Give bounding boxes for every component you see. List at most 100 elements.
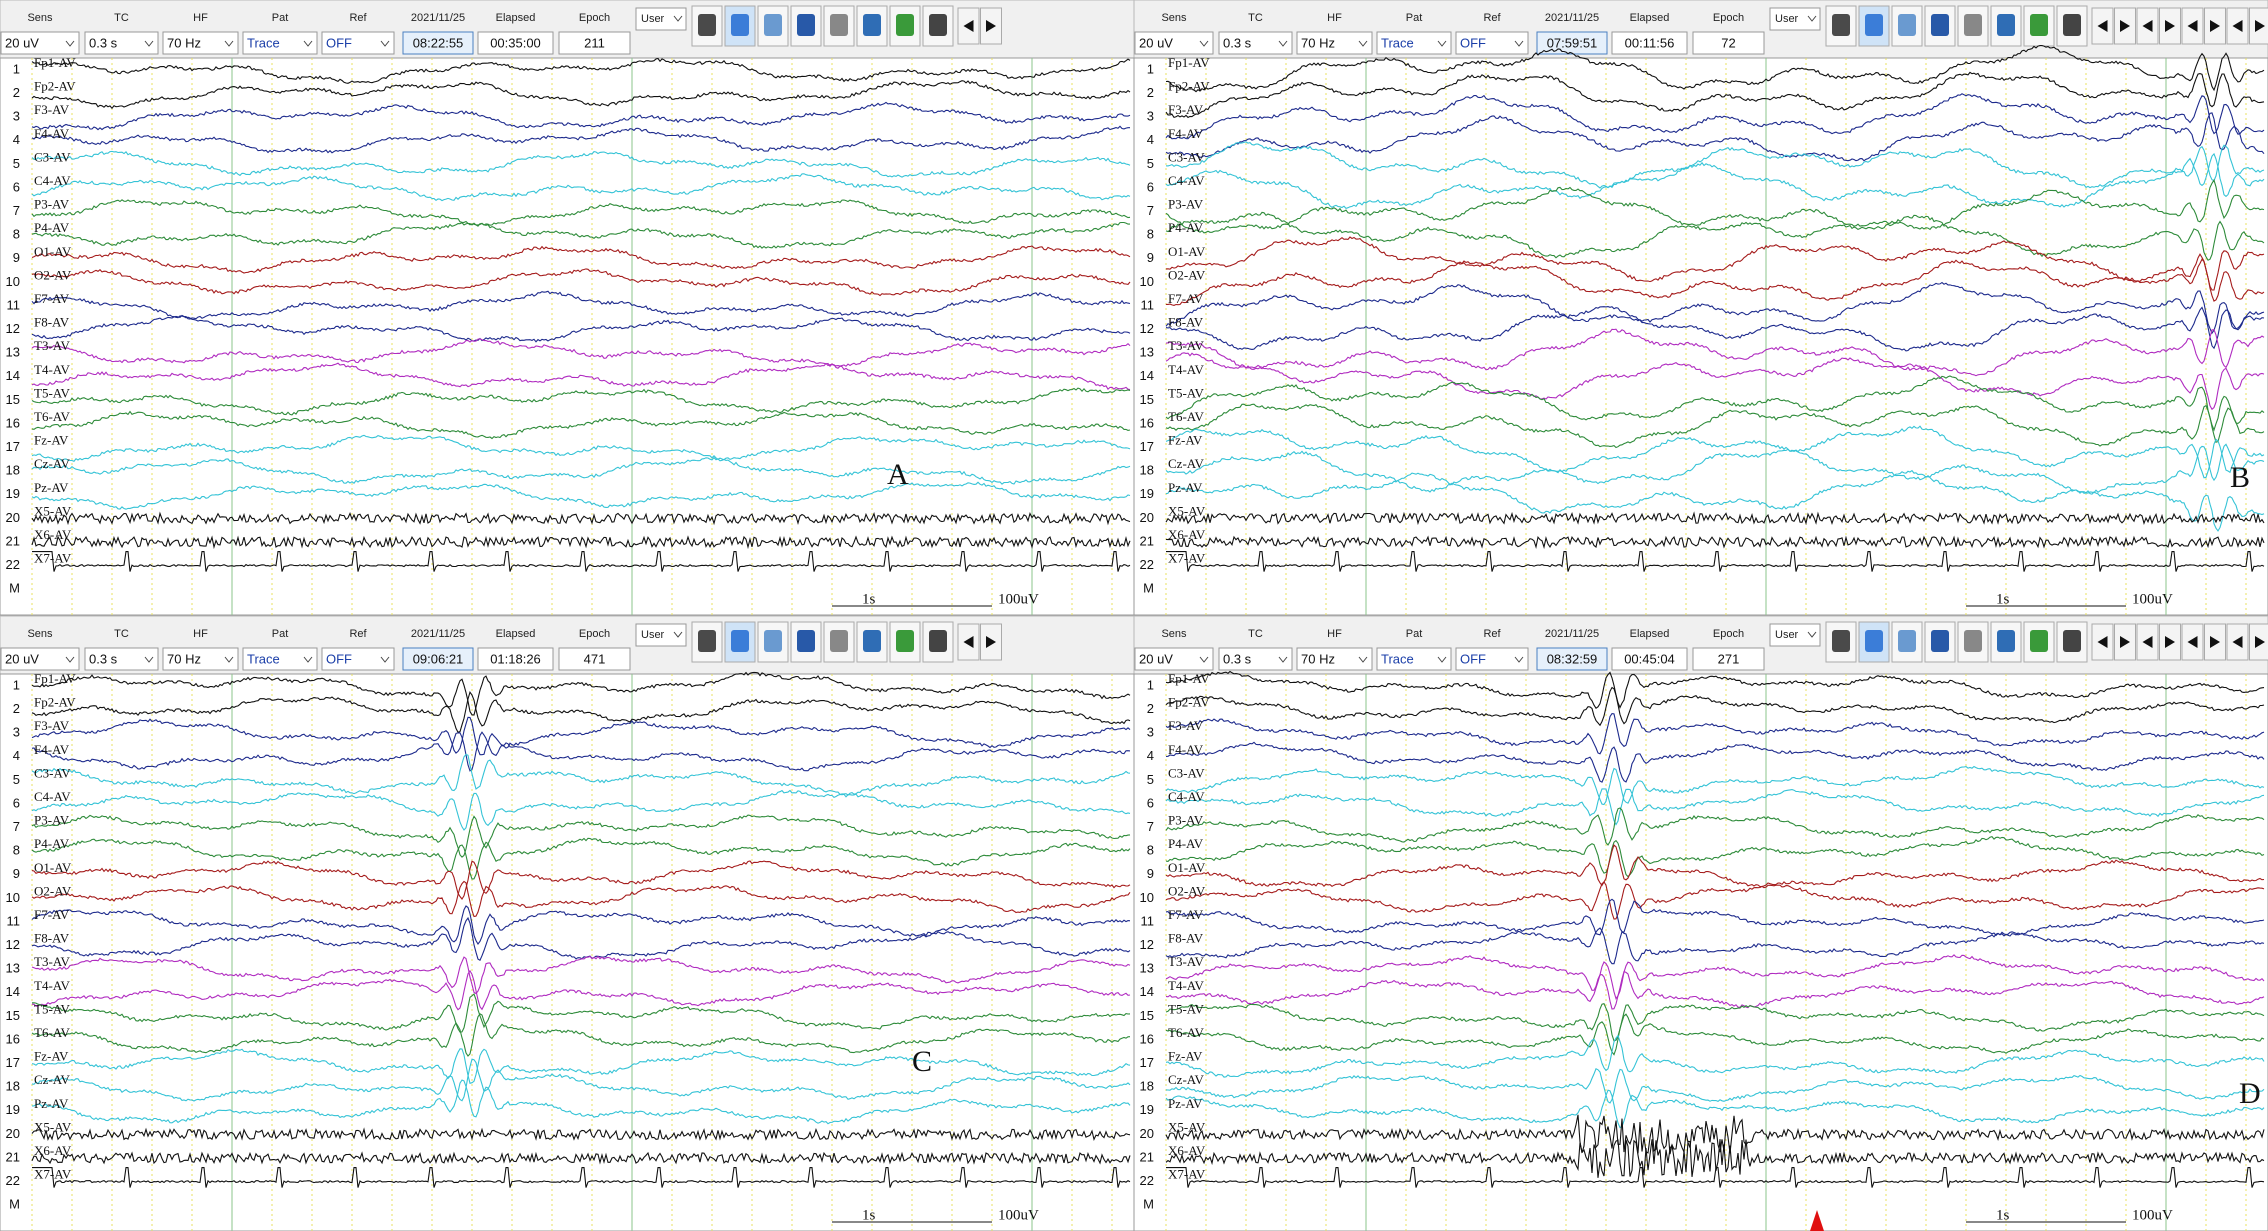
dropdown[interactable]: [1218, 31, 1293, 55]
user-label: User: [641, 13, 665, 25]
channel-number: 14: [1140, 368, 1154, 383]
dropdown[interactable]: [84, 31, 159, 55]
channel-label: P4-AV: [34, 220, 70, 235]
channel-number: 15: [1140, 392, 1154, 407]
channel-label: T4-AV: [1168, 978, 1204, 993]
channel-number: 6: [1147, 179, 1154, 194]
channel-label: F4-AV: [34, 742, 70, 757]
eeg-trace: [32, 551, 1131, 572]
dropdown[interactable]: [1376, 647, 1452, 671]
dropdown-value: 0.3 s: [89, 35, 118, 50]
channel-label: T6-AV: [34, 409, 70, 424]
info-box: [477, 647, 554, 671]
eeg-trace: [31, 221, 1130, 249]
dropdown[interactable]: [1296, 647, 1373, 671]
dropdown-value: OFF: [1460, 35, 1486, 50]
dropdown[interactable]: [84, 647, 159, 671]
channel-label: X5-AV: [1168, 503, 1206, 518]
dropdown[interactable]: [1134, 31, 1214, 55]
channel-number: 1: [13, 677, 20, 692]
user-dropdown[interactable]: [1769, 623, 1821, 647]
dropdown-value: Trace: [1381, 651, 1414, 666]
eeg-trace: [1166, 1167, 2265, 1188]
dropdown[interactable]: [162, 31, 239, 55]
channel-number: 11: [7, 913, 21, 928]
eeg-trace: [1165, 1013, 2265, 1056]
channel-number: 11: [1141, 297, 1155, 312]
eeg-trace: [1165, 686, 2265, 727]
field-label: Pat: [272, 12, 289, 24]
dropdown-value: OFF: [1460, 651, 1486, 666]
eeg-trace: [1165, 954, 2265, 1000]
eeg-trace: [31, 362, 1131, 391]
dropdown[interactable]: [0, 31, 80, 55]
channel-label: P4-AV: [34, 836, 70, 851]
toolbar-icon: [1832, 630, 1850, 652]
dropdown[interactable]: [1134, 647, 1214, 671]
eeg-trace: [31, 916, 1131, 961]
dropdown[interactable]: [242, 31, 318, 55]
nav-icon: [2232, 636, 2243, 648]
toolbar-icon: [2063, 630, 2081, 652]
eeg-trace: [1165, 93, 2265, 140]
channel-number: 16: [1140, 415, 1154, 430]
dropdown-value: 20 uV: [1139, 35, 1173, 50]
channel-label: X7-AV: [1168, 551, 1206, 566]
eeg-trace: [1165, 670, 2265, 709]
info-value: 08:32:59: [1547, 651, 1598, 666]
dropdown[interactable]: [1455, 31, 1529, 55]
trace-area: [1133, 57, 2268, 616]
eeg-trace: [31, 1013, 1131, 1057]
dropdown-arrow: [1514, 40, 1524, 47]
channel-label: F4-AV: [34, 126, 70, 141]
dropdown[interactable]: [1376, 31, 1452, 55]
dropdown[interactable]: [242, 647, 318, 671]
channel-label: X6-AV: [34, 527, 72, 542]
dropdown-value: 70 Hz: [1301, 651, 1335, 666]
user-dropdown[interactable]: [635, 7, 687, 31]
eeg-trace: [31, 481, 1131, 510]
field-label: Pat: [272, 628, 289, 640]
dropdown[interactable]: [0, 647, 80, 671]
dropdown[interactable]: [162, 647, 239, 671]
nav-icon: [2142, 636, 2153, 648]
toolbar-icon: [863, 630, 881, 652]
user-dropdown[interactable]: [635, 623, 687, 647]
field-label: Pat: [1406, 628, 1423, 640]
eeg-trace: [1165, 1034, 2265, 1078]
channel-label: T3-AV: [34, 954, 70, 969]
channel-number: 6: [1147, 795, 1154, 810]
toolbar-button[interactable]: [889, 621, 921, 663]
dropdown[interactable]: [1455, 647, 1529, 671]
channel-label: T3-AV: [1168, 954, 1204, 969]
nav-icon: [2187, 636, 2198, 648]
channel-number: 9: [13, 866, 20, 881]
dropdown-arrow: [673, 15, 683, 22]
dropdown-value: 70 Hz: [167, 35, 201, 50]
channel-label: Pz-AV: [34, 480, 69, 495]
channel-number: 14: [1140, 984, 1154, 999]
dropdown[interactable]: [321, 647, 395, 671]
channel-number: 16: [6, 415, 20, 430]
user-dropdown[interactable]: [1769, 7, 1821, 31]
channel-number: M: [9, 581, 20, 596]
channel-label: X6-AV: [1168, 527, 1206, 542]
channel-number: 4: [1147, 748, 1154, 763]
toolbar-icon: [1865, 630, 1883, 652]
channel-number: 2: [13, 85, 20, 100]
dropdown-arrow: [303, 656, 313, 663]
channel-number: 19: [1140, 1102, 1154, 1117]
scale-time: 1s: [862, 1207, 876, 1223]
dropdown-value: OFF: [326, 35, 352, 50]
channel-label: X5-AV: [1168, 1119, 1206, 1134]
toolbar-icon: [1931, 630, 1949, 652]
channel-number: 8: [13, 227, 20, 242]
eeg-trace: [1165, 807, 2265, 846]
dropdown[interactable]: [321, 31, 395, 55]
channel-label: O2-AV: [1168, 267, 1206, 282]
eeg-trace: [31, 150, 1131, 178]
dropdown[interactable]: [1296, 31, 1373, 55]
dropdown[interactable]: [1218, 647, 1293, 671]
channel-label: F7-AV: [34, 907, 70, 922]
channel-label: F3-AV: [1168, 102, 1204, 117]
